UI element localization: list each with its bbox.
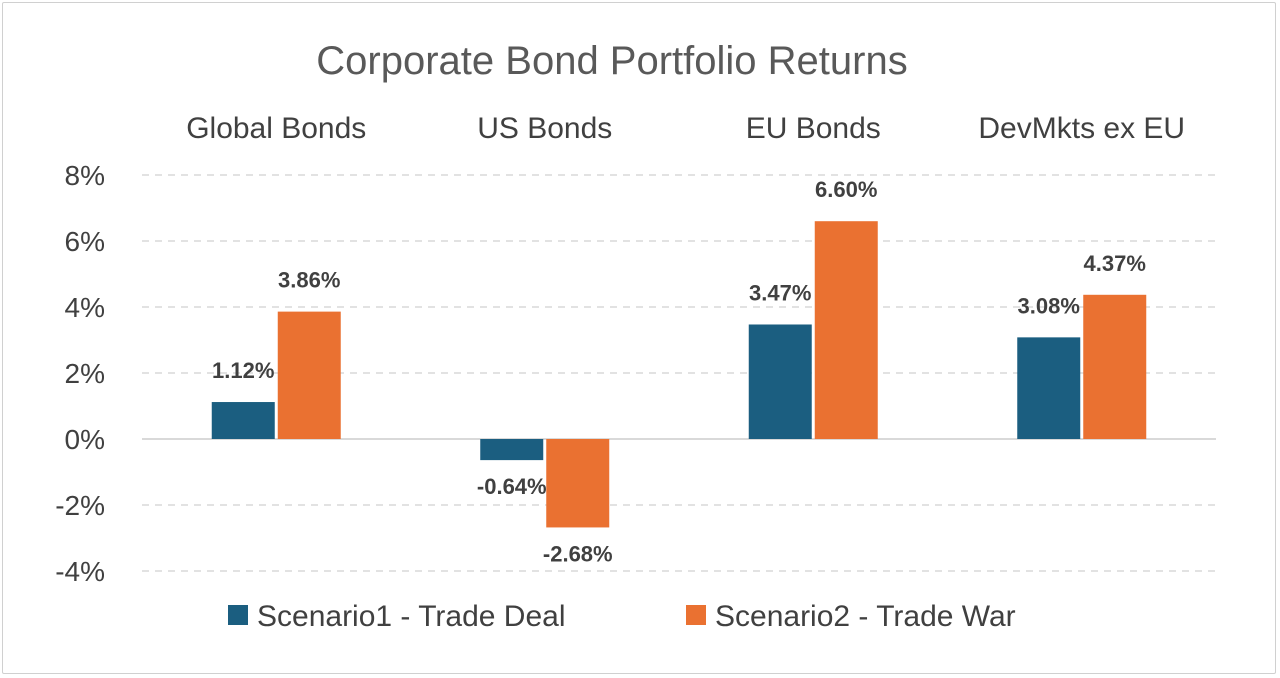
- category-label: DevMkts ex EU: [978, 112, 1185, 145]
- category-label: Global Bonds: [186, 112, 366, 145]
- legend-item-scenario1: Scenario1 - Trade Deal: [257, 600, 566, 633]
- bar-scenario2: [277, 311, 341, 439]
- bar-scenario2: [814, 221, 878, 439]
- y-tick-label: -4%: [55, 556, 105, 587]
- data-label: 6.60%: [815, 177, 877, 202]
- legend-item-scenario2: Scenario2 - Trade War: [715, 600, 1016, 633]
- legend: Scenario1 - Trade Deal Scenario2 - Trade …: [228, 600, 1016, 633]
- y-tick-label: 8%: [65, 160, 105, 191]
- y-tick-label: 0%: [65, 424, 105, 455]
- data-label: 1.12%: [212, 358, 274, 383]
- y-tick-label: 4%: [65, 292, 105, 323]
- category-labels: Global Bonds US Bonds EU Bonds DevMkts ex E…: [186, 112, 1185, 145]
- data-label: 3.47%: [749, 280, 811, 305]
- legend-swatch: [228, 605, 248, 625]
- category-label: EU Bonds: [746, 112, 881, 145]
- y-axis-ticks: 8% 6% 4% 2% 0% -2% -4%: [55, 160, 105, 587]
- bar-scenario2: [1083, 294, 1147, 439]
- bar-scenario1: [748, 324, 812, 439]
- data-label: 3.08%: [1018, 293, 1080, 318]
- category-label: US Bonds: [477, 112, 612, 145]
- data-label: -2.68%: [543, 541, 613, 566]
- bar-scenario2: [546, 439, 610, 528]
- bar-scenario1: [1017, 337, 1081, 439]
- data-labels: 1.12% 3.86% -0.64% -2.68% 3.47% 6.60% 3.08%4.3…: [212, 177, 1146, 566]
- bars: [211, 221, 1147, 528]
- bar-scenario1: [480, 439, 544, 461]
- data-label: -0.64%: [477, 474, 547, 499]
- y-tick-label: 6%: [65, 226, 105, 257]
- legend-swatch: [686, 605, 706, 625]
- chart-title: Corporate Bond Portfolio Returns: [316, 39, 907, 83]
- bar-scenario1: [211, 402, 275, 439]
- data-label: 3.86%: [278, 268, 340, 293]
- y-tick-label: 2%: [65, 358, 105, 389]
- y-tick-label: -2%: [55, 490, 105, 521]
- data-label: 4.37%: [1084, 251, 1146, 276]
